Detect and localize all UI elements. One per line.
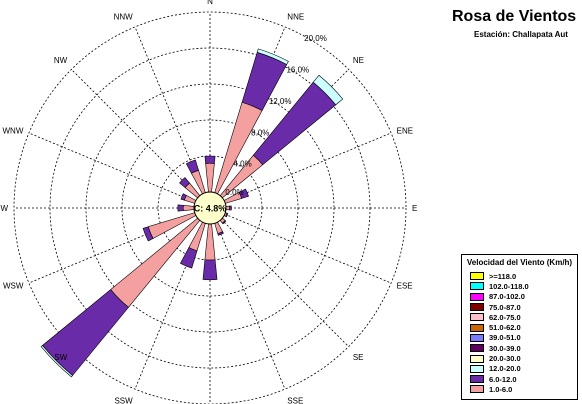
legend-label: 87.0-102.0 [489,292,525,302]
petal-sw-12_0-20_0 [40,345,73,378]
petal-nne-12_0-20_0 [256,48,289,65]
legend-item: 12.0-20.0 [470,364,577,374]
legend-item: 20.0-30.0 [470,353,577,363]
petal-nnw-6_0-12_0 [185,159,199,174]
direction-label-ssw: SSW [114,397,133,404]
direction-label-wsw: WSW [3,281,24,290]
direction-label-ene: ENE [397,127,413,136]
calm-circle [193,191,227,225]
petal-ene-6_0-12_0 [238,188,249,199]
petal-w-6_0-12_0 [177,204,184,212]
petal-e-6_0-12_0 [229,205,232,211]
petal-ese-6_0-12_0 [225,212,229,218]
direction-label-e: E [412,204,417,213]
petal-sse-6_0-12_0 [217,231,224,236]
petal-nw-6_0-12_0 [179,177,190,188]
spoke [28,132,196,203]
legend-swatch [470,375,484,384]
legend-swatch [470,282,484,291]
legend-label: >=118.0 [489,271,517,281]
legend-item: >=118.0 [470,271,577,281]
direction-label-nnw: NNW [114,12,134,21]
direction-label-se: SE [353,353,364,362]
legend-label: 1.0-6.0 [489,384,513,394]
petal-se-6_0-12_0 [222,220,227,225]
direction-label-ne: NE [353,56,364,65]
petal-wnw-6_0-12_0 [180,193,187,201]
legend-swatch [470,313,484,322]
petal-n-6_0-12_0 [204,155,216,164]
petal-s-6_0-12_0 [202,259,218,281]
legend: Velocidad del Viento (Km/h) >=118.0 102.0… [461,254,578,400]
legend-label: 30.0-39.0 [489,343,521,353]
legend-item: 51.0-62.0 [470,322,577,332]
legend-swatch [470,333,484,342]
ring-label: 20.0% [304,34,327,43]
legend-item: 1.0-6.0 [470,384,577,394]
legend-label: 39.0-51.0 [489,333,521,343]
direction-label-ese: ESE [397,281,413,290]
spoke [71,69,199,197]
spoke [224,132,392,203]
calm-label: C: 4.8% [194,204,227,214]
direction-label-nw: NW [54,56,68,65]
legend-title: Velocidad del Viento (Km/h) [466,258,573,267]
legend-item: 62.0-75.0 [470,312,577,322]
direction-label-sw: SW [54,353,67,362]
legend-item: 102.0-118.0 [470,281,577,291]
legend-label: 102.0-118.0 [489,281,529,291]
petal-n-1_0-6_0 [205,162,215,193]
legend-swatch [470,344,484,353]
direction-label-w: W [0,204,8,213]
legend-label: 6.0-12.0 [489,374,517,384]
legend-list: >=118.0 102.0-118.0 87.0-102.0 75.0-87.0 62.… [470,271,577,395]
ring-label: 0.0% [225,188,243,197]
petal-w-1_0-6_0 [182,205,195,211]
legend-swatch [470,323,484,332]
grid-ring [13,11,407,404]
legend-label: 51.0-62.0 [489,323,521,333]
legend-item: 39.0-51.0 [470,333,577,343]
legend-item: 6.0-12.0 [470,374,577,384]
rose-petals [40,48,344,378]
legend-swatch [470,354,484,363]
spoke [221,219,349,347]
ring-label: 12.0% [269,97,292,106]
ring-label: 4.0% [234,160,252,169]
legend-swatch [470,292,484,301]
legend-swatch [470,303,484,312]
legend-swatch [470,385,484,394]
ring-label: 8.0% [251,128,269,137]
rose-labels: C: 4.8% 0.0% 4.0% 8.0% 12.0% 16.0% 20.0% N NNE NE… [0,0,417,404]
petal-s-1_0-6_0 [204,223,216,261]
petal-ne-12_0-20_0 [312,74,344,106]
legend-item: 30.0-39.0 [470,343,577,353]
legend-swatch [470,364,484,373]
chart-title: Rosa de Vientos [452,8,577,25]
direction-label-sse: SSE [287,397,303,404]
legend-item: 75.0-87.0 [470,302,577,312]
legend-label: 20.0-30.0 [489,354,521,364]
spoke [224,213,392,284]
direction-label-wnw: WNW [2,127,23,136]
petal-ssw-6_0-12_0 [179,247,198,269]
legend-label: 62.0-75.0 [489,312,521,322]
legend-label: 75.0-87.0 [489,302,521,312]
legend-item: 87.0-102.0 [470,292,577,302]
chart-subtitle: Estación: Challapata Aut [474,30,568,39]
spoke [215,222,286,390]
ring-label: 16.0% [286,66,309,75]
petal-wsw-6_0-12_0 [142,226,154,242]
direction-label-n: N [207,0,213,6]
direction-label-nne: NNE [287,12,304,21]
legend-swatch [470,272,484,281]
legend-label: 12.0-20.0 [489,364,521,374]
